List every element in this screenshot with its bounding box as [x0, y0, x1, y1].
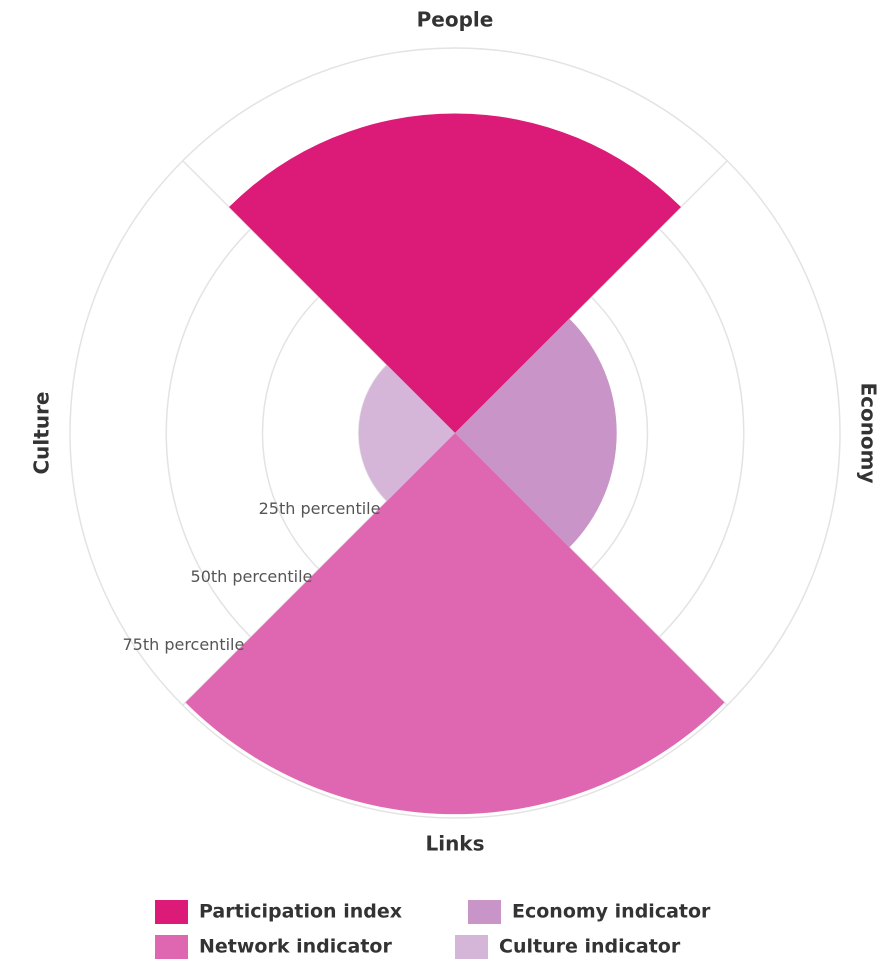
legend-swatch	[155, 935, 188, 959]
legend-swatch	[155, 900, 188, 924]
legend-item: Participation index	[155, 900, 402, 924]
tick-label: 50th percentile	[191, 567, 313, 586]
category-label: People	[417, 8, 494, 32]
legend-item: Network indicator	[155, 935, 392, 959]
tick-label: 25th percentile	[259, 499, 381, 518]
legend-item: Culture indicator	[455, 935, 681, 959]
sector	[455, 318, 617, 548]
grid-ring	[69, 47, 841, 819]
category-label: Links	[425, 832, 484, 856]
tick-label: 75th percentile	[122, 635, 244, 654]
legend-item: Economy indicator	[468, 900, 711, 924]
legend-label: Participation index	[199, 901, 402, 923]
sector	[229, 113, 681, 433]
legend-label: Economy indicator	[512, 901, 711, 923]
legend-swatch	[455, 935, 488, 959]
sector	[185, 433, 725, 815]
category-label: Culture	[30, 392, 54, 475]
sector	[358, 364, 455, 502]
legend-label: Culture indicator	[499, 936, 681, 958]
legend-swatch	[468, 900, 501, 924]
legend-label: Network indicator	[199, 936, 392, 958]
category-label: Economy	[857, 382, 881, 483]
